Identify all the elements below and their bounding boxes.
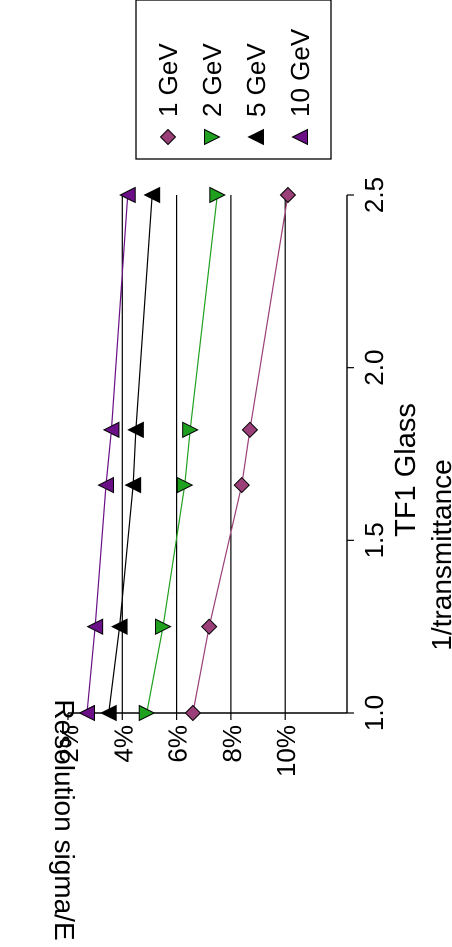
data-point <box>124 476 142 494</box>
data-point <box>102 421 120 439</box>
data-point <box>110 618 128 635</box>
data-point <box>279 186 297 204</box>
data-point <box>209 186 226 204</box>
data-point <box>119 186 136 204</box>
x-tick-label: 2.5 <box>359 177 389 213</box>
y-tick-label: 6% <box>163 725 193 763</box>
chart-title: TF1 Glass <box>390 403 422 537</box>
y-tick-label: 10% <box>271 725 301 777</box>
x-axis-label: 1/transmittance <box>426 459 452 650</box>
data-point <box>97 476 115 494</box>
data-point <box>86 618 104 635</box>
legend-marker <box>247 128 264 146</box>
series-line <box>86 194 129 714</box>
x-tick-label: 1.0 <box>359 695 389 731</box>
plot-area: 2% 4% 6% 8% 10% 1.0 1.5 2.0 2.5 <box>54 177 389 777</box>
legend-label: 10 GeV <box>285 28 315 117</box>
y-tick-label: 8% <box>217 725 247 763</box>
data-point <box>182 421 199 439</box>
data-point <box>155 618 172 635</box>
data-point <box>184 704 202 722</box>
legend: 1 GeV 2 GeV 5 GeV 10 GeV <box>135 0 332 160</box>
data-point <box>127 421 144 439</box>
data-point <box>78 704 96 722</box>
legend-marker <box>159 128 177 146</box>
data-point <box>241 421 259 439</box>
data-point <box>143 186 161 204</box>
legend-marker <box>291 128 308 146</box>
data-point <box>176 476 194 494</box>
data-point <box>200 618 218 635</box>
data-point <box>100 704 117 722</box>
y-tick-label: 4% <box>108 725 138 763</box>
data-point <box>233 476 250 494</box>
series-line <box>192 194 289 714</box>
x-tick-label: 1.5 <box>359 522 389 558</box>
y-axis-label: Resolution sigma/E <box>49 699 80 940</box>
series-line <box>146 194 218 714</box>
y-tick-label: 2% <box>54 725 84 763</box>
legend-marker <box>204 128 221 146</box>
data-point <box>138 704 156 722</box>
legend-label: 5 GeV <box>241 43 271 117</box>
series-line <box>108 194 153 714</box>
legend-label: 1 GeV <box>153 43 183 117</box>
legend-label: 2 GeV <box>197 43 227 117</box>
x-tick-label: 2.0 <box>359 350 389 386</box>
